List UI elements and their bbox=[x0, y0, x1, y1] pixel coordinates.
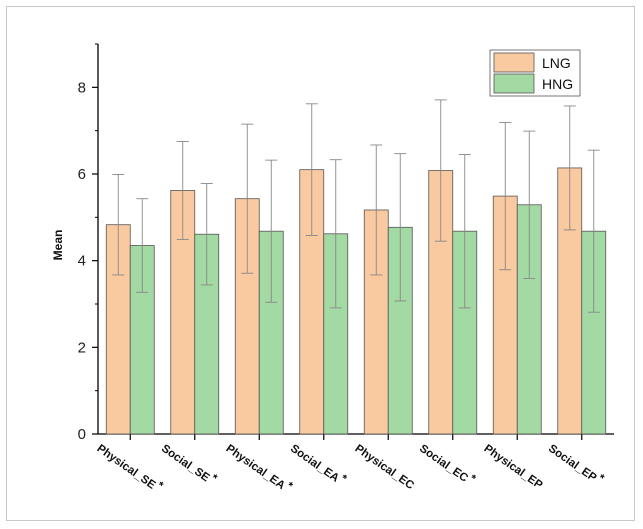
legend-label-hng: HNG bbox=[542, 76, 573, 92]
y-axis-title: Mean bbox=[51, 230, 65, 261]
legend-swatch-hng bbox=[493, 73, 535, 94]
error-bars-layer bbox=[112, 99, 600, 313]
x-tick-label: Physical_EA* bbox=[224, 439, 295, 496]
y-tick-label: 8 bbox=[78, 79, 86, 96]
x-tick-label: Physical_EC bbox=[353, 443, 416, 492]
legend-label-lng: LNG bbox=[542, 55, 571, 71]
y-tick-label: 2 bbox=[78, 339, 86, 356]
x-tick-label: Social_EA* bbox=[288, 439, 349, 488]
x-tick-label: Social_EP* bbox=[546, 439, 606, 488]
y-tick-label: 6 bbox=[78, 166, 86, 183]
bar-hng bbox=[516, 204, 542, 435]
y-tick-label: 4 bbox=[78, 253, 86, 270]
x-tick-label: Social_SE* bbox=[159, 439, 219, 488]
bars-layer bbox=[105, 167, 607, 435]
x-tick-label: Physical_SE* bbox=[95, 439, 166, 495]
y-tick-label: 0 bbox=[78, 426, 86, 443]
x-tick-label: Social_EC* bbox=[417, 439, 478, 488]
legend-swatch-lng bbox=[493, 52, 535, 73]
legend: LNG HNG bbox=[489, 49, 581, 97]
x-tick-label: Physical_EP bbox=[482, 443, 545, 492]
